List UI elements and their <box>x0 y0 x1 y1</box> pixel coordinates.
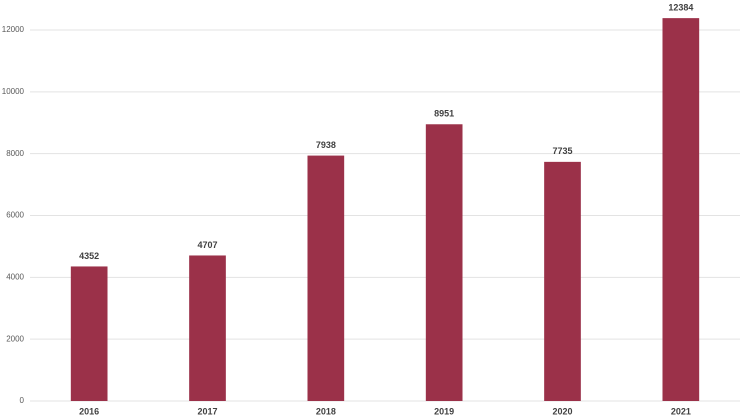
value-label: 7735 <box>552 146 572 156</box>
value-label: 4352 <box>79 251 99 261</box>
value-label: 7938 <box>316 140 336 150</box>
x-tick-label: 2020 <box>552 406 572 416</box>
y-tick-label: 12000 <box>2 25 25 34</box>
bar <box>307 155 345 401</box>
bar <box>189 255 226 401</box>
bar <box>662 18 700 402</box>
y-tick-label: 4000 <box>6 272 24 281</box>
value-label: 4707 <box>197 240 217 250</box>
bar <box>544 161 581 401</box>
x-tick-label: 2019 <box>434 406 454 416</box>
x-tick-label: 2017 <box>197 406 217 416</box>
y-tick-label: 2000 <box>6 334 24 343</box>
y-tick-label: 10000 <box>2 87 25 96</box>
y-tick-label: 8000 <box>6 149 24 158</box>
bar <box>425 124 463 401</box>
y-tick-label: 6000 <box>6 211 24 220</box>
x-tick-label: 2021 <box>671 406 691 416</box>
bar <box>70 266 108 401</box>
value-label: 12384 <box>668 3 693 13</box>
value-label: 8951 <box>434 109 454 119</box>
y-tick-label: 0 <box>20 396 25 405</box>
x-tick-label: 2016 <box>79 406 99 416</box>
x-tick-label: 2018 <box>316 406 336 416</box>
